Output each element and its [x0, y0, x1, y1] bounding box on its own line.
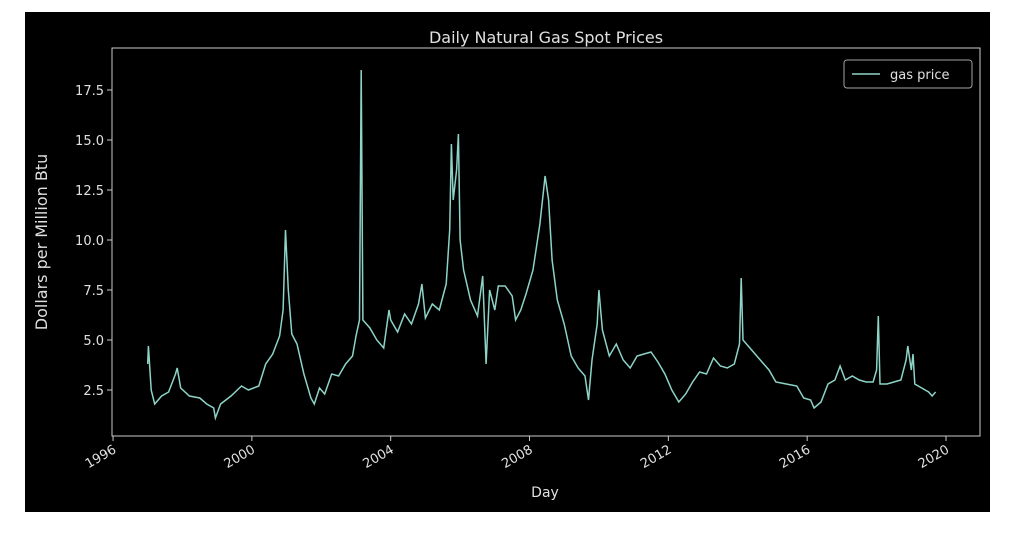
y-tick-label: 12.5 — [75, 184, 104, 199]
y-tick-label: 7.5 — [83, 284, 104, 299]
y-tick-label: 15.0 — [75, 134, 104, 149]
y-tick-label: 17.5 — [75, 84, 104, 99]
chart-title: Daily Natural Gas Spot Prices — [429, 28, 663, 47]
legend-label: gas price — [890, 68, 949, 83]
line-series — [146, 69, 937, 421]
y-axis-label: Dollars per Million Btu — [32, 154, 51, 330]
y-tick-label: 5.0 — [83, 334, 104, 349]
y-tick-label: 2.5 — [83, 384, 104, 399]
x-axis-label: Day — [531, 485, 559, 501]
axes-frame — [111, 47, 981, 437]
y-tick-label: 10.0 — [75, 234, 104, 249]
figure-background — [25, 12, 990, 512]
legend-box — [843, 59, 973, 89]
